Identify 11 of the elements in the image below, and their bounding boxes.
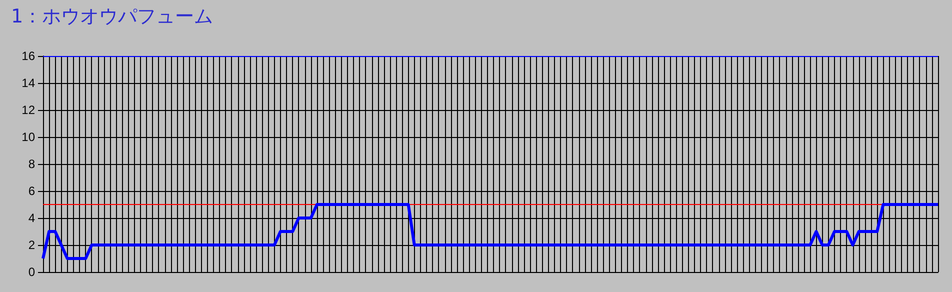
y-tick-label: 0 [28, 265, 36, 279]
y-tick-label: 8 [28, 157, 36, 171]
line-series [42, 203, 940, 260]
y-tick-label: 14 [22, 76, 36, 90]
y-tick-label: 6 [28, 184, 36, 198]
chart-title: 1：ホウオウパフューム [11, 6, 214, 28]
y-tick-label: 16 [22, 49, 36, 63]
y-tick-label: 2 [28, 238, 36, 252]
y-tick-label: 4 [28, 211, 36, 225]
y-tick-label: 10 [22, 130, 36, 144]
y-tick-label: 12 [22, 103, 36, 117]
